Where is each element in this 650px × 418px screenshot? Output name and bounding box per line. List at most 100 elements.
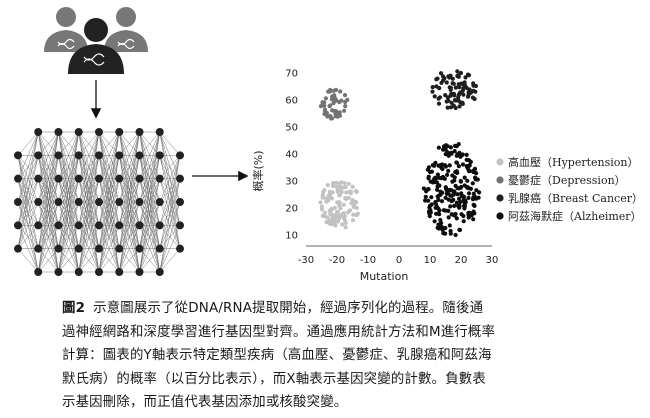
data-point: [429, 202, 434, 207]
data-point: [337, 193, 342, 198]
data-point: [327, 218, 333, 223]
data-point: [454, 160, 459, 165]
data-point: [353, 189, 358, 194]
data-point: [461, 92, 466, 97]
data-point: [435, 187, 440, 192]
network-edge: [119, 131, 140, 203]
data-point: [332, 220, 338, 225]
network-node: [54, 268, 63, 276]
data-point: [462, 203, 467, 208]
network-edge: [17, 225, 39, 249]
data-point: [472, 169, 477, 174]
data-point: [327, 104, 332, 109]
network-node: [14, 221, 22, 230]
network-node: [74, 221, 83, 230]
data-point: [455, 186, 460, 191]
data-point: [466, 191, 472, 196]
data-point: [448, 204, 453, 209]
data-point: [440, 190, 445, 195]
data-point: [443, 164, 448, 169]
network-edge: [17, 178, 39, 249]
network-node: [95, 221, 103, 230]
legend-marker: [496, 176, 504, 184]
data-point: [320, 213, 325, 218]
y-tick-label: 30: [285, 177, 298, 188]
data-point: [441, 144, 447, 149]
network-node: [95, 268, 103, 276]
network-edge: [58, 201, 79, 273]
network-node: [74, 198, 83, 206]
network-edge: [17, 201, 39, 249]
data-point: [471, 209, 476, 214]
data-point: [459, 193, 464, 198]
caption-line-4: 默氏病）的概率（以百分比表示），而X軸表示基因突變的計數。負數表: [62, 371, 486, 387]
network-edge: [98, 248, 120, 273]
data-point: [446, 153, 451, 158]
data-point: [452, 93, 457, 98]
data-point: [465, 178, 470, 183]
data-point: [424, 189, 429, 194]
x-tick-label: -30: [298, 255, 314, 266]
data-point: [331, 101, 336, 106]
data-point: [457, 227, 463, 233]
data-point: [338, 206, 343, 211]
data-point: [330, 190, 335, 195]
network-edge: [159, 225, 181, 273]
chart-points: [318, 69, 482, 238]
data-point: [456, 142, 461, 147]
network-edge: [17, 248, 39, 273]
network-node: [115, 151, 124, 160]
legend-marker: [496, 194, 504, 202]
data-point: [438, 163, 443, 168]
data-point: [324, 110, 329, 116]
data-point: [328, 113, 333, 119]
data-point: [468, 90, 473, 95]
network-edge: [119, 131, 140, 226]
data-point: [335, 210, 340, 215]
network-edge: [78, 131, 100, 226]
x-axis-label: Mutation: [360, 270, 409, 283]
data-point: [342, 93, 348, 98]
network-edge: [78, 248, 100, 273]
data-point: [334, 184, 339, 189]
data-point: [338, 213, 343, 218]
data-point: [343, 220, 348, 226]
network-node: [115, 268, 124, 276]
network-node: [34, 244, 43, 253]
y-axis-label: 概率(%): [251, 150, 265, 191]
network-edge: [139, 201, 160, 273]
data-point: [460, 100, 465, 105]
data-point: [445, 95, 450, 100]
network-edge: [38, 248, 59, 273]
network-edge: [78, 201, 100, 273]
data-point: [451, 103, 456, 108]
figure-label: 圖2: [62, 301, 86, 316]
data-point: [326, 89, 331, 94]
data-point: [350, 218, 355, 223]
data-point: [467, 168, 472, 174]
data-point: [426, 198, 431, 203]
data-point: [322, 103, 327, 108]
caption-line-2: 過神經網路和深度學習進行基因型對齊。通過應用統計方法和M進行概率: [62, 324, 496, 340]
data-point: [464, 152, 469, 157]
data-point: [454, 200, 459, 205]
figure-caption: 圖2 示意圖展示了從DNA/RNA提取開始，經過序列化的過程。隨後通 過神經網路和…: [62, 297, 637, 415]
network-node: [14, 198, 22, 206]
network-edge: [38, 131, 59, 203]
neural-network-icon: [14, 128, 184, 276]
network-node: [34, 151, 43, 160]
data-point: [435, 225, 440, 230]
data-point: [322, 107, 328, 112]
y-tick-label: 60: [285, 95, 298, 106]
network-edge: [58, 178, 79, 273]
data-point: [435, 194, 440, 199]
data-point: [459, 184, 464, 190]
y-tick-label: 10: [285, 231, 298, 242]
data-point: [448, 228, 453, 234]
data-point: [423, 198, 428, 203]
network-node: [74, 174, 83, 183]
data-point: [350, 197, 355, 203]
caption-text: 示意圖展示了從DNA/RNA提取開始，經過序列化的過程。隨後通: [93, 301, 484, 316]
network-edge: [98, 131, 120, 249]
